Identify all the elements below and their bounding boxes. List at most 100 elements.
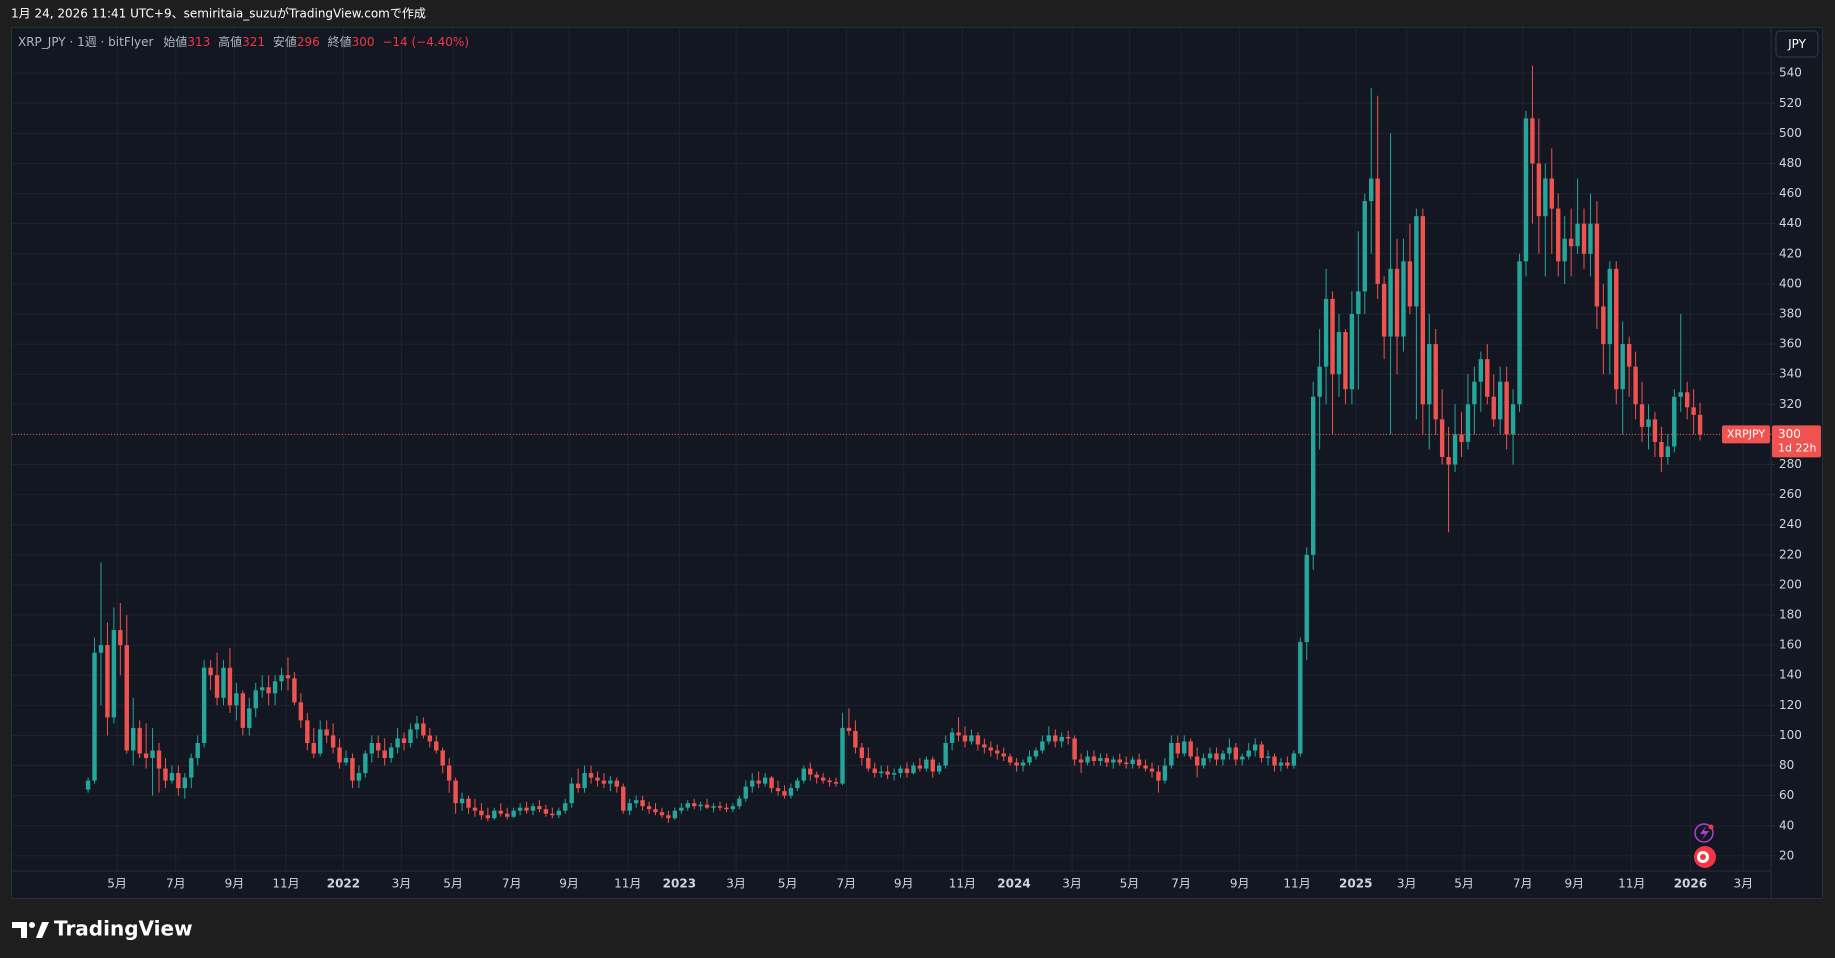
- candle-body: [878, 771, 884, 774]
- x-tick-label: 7月: [166, 877, 186, 891]
- candle: [1614, 261, 1619, 405]
- candle-body: [176, 773, 181, 789]
- candle: [1085, 750, 1090, 766]
- candle-body: [582, 773, 587, 789]
- candle: [369, 735, 374, 763]
- candle: [1607, 261, 1613, 375]
- candle-body: [150, 750, 155, 759]
- candle-body: [1027, 756, 1032, 763]
- candle: [1601, 283, 1606, 375]
- candle-body: [1014, 762, 1019, 766]
- candle: [1556, 193, 1561, 277]
- candle-body: [472, 807, 478, 811]
- x-tick-label: 5月: [778, 877, 798, 891]
- candle: [608, 776, 613, 792]
- candle: [1156, 765, 1161, 793]
- lightning-icon[interactable]: [1694, 823, 1714, 843]
- x-tick-label: 3月: [392, 877, 412, 891]
- candle-body: [691, 803, 697, 807]
- x-tick-label: 3月: [1062, 877, 1082, 891]
- candle: [1259, 741, 1264, 763]
- low-label: 安値: [273, 34, 297, 49]
- x-tick-label: 7月: [1513, 877, 1533, 891]
- candle-body: [279, 675, 284, 682]
- candle-body: [1427, 344, 1432, 405]
- candle: [1053, 729, 1058, 748]
- candle: [885, 765, 890, 780]
- x-tick-label: 7月: [837, 877, 857, 891]
- candle-body: [421, 723, 426, 736]
- y-tick-label: 360: [1779, 337, 1802, 351]
- candle: [924, 756, 929, 772]
- candle-body: [105, 645, 110, 718]
- candle: [427, 727, 433, 748]
- candle-body: [1233, 747, 1239, 760]
- low-value: 296: [297, 35, 320, 49]
- candle: [266, 675, 271, 706]
- candle: [646, 801, 652, 814]
- candle: [1478, 351, 1484, 412]
- candle: [1117, 753, 1122, 766]
- candle-body: [724, 807, 729, 810]
- candle: [756, 771, 761, 789]
- y-tick-label: 60: [1779, 788, 1794, 802]
- candle-body: [1330, 298, 1335, 375]
- candle-body: [930, 759, 935, 772]
- candle-body: [195, 742, 200, 759]
- candle: [1407, 223, 1413, 314]
- candle: [1562, 216, 1567, 284]
- candle-body: [1124, 762, 1129, 765]
- y-tick-label: 380: [1779, 306, 1802, 320]
- candle: [698, 801, 703, 811]
- x-tick-label: 11月: [1618, 877, 1645, 891]
- candle-body: [672, 810, 678, 819]
- candle: [1678, 313, 1683, 412]
- candle-body: [853, 730, 858, 748]
- candle-body: [646, 806, 652, 810]
- candle-body: [446, 765, 452, 781]
- candle: [1298, 637, 1303, 757]
- candle: [1665, 434, 1671, 465]
- candle: [717, 801, 723, 811]
- candle-body: [1336, 332, 1342, 375]
- candle-body: [1343, 332, 1348, 390]
- candle: [1446, 426, 1451, 533]
- candle-body: [1265, 756, 1271, 759]
- x-tick-label: 5月: [107, 877, 127, 891]
- candle-body: [653, 809, 658, 813]
- candle-body: [1452, 434, 1458, 465]
- candle-body: [182, 777, 188, 789]
- candle: [1414, 208, 1419, 420]
- candle-body: [143, 753, 149, 759]
- countdown: 1d 22h: [1778, 441, 1816, 454]
- candle: [1510, 389, 1516, 465]
- candle-body: [1156, 771, 1161, 781]
- x-tick-label: 5月: [1120, 877, 1140, 891]
- candle-body: [1420, 216, 1426, 405]
- symbol-tag-label: XRPJPY: [1727, 427, 1765, 440]
- candle-body: [1414, 216, 1419, 307]
- candle: [388, 742, 394, 763]
- candle: [988, 741, 993, 757]
- candle: [853, 720, 858, 754]
- y-tick-label: 100: [1779, 728, 1802, 742]
- candle-body: [775, 788, 781, 792]
- candle-body: [704, 804, 710, 808]
- candle: [1452, 404, 1458, 473]
- candle: [350, 753, 355, 789]
- currency-button[interactable]: [1775, 30, 1819, 58]
- candle-body: [962, 735, 968, 742]
- candle: [395, 727, 400, 754]
- candle: [434, 735, 439, 754]
- candle-body: [827, 780, 832, 783]
- y-tick-label: 440: [1779, 216, 1802, 230]
- candle-body: [1375, 178, 1380, 284]
- candle-body: [1188, 741, 1193, 757]
- candle: [537, 800, 542, 813]
- x-tick-label: 11月: [1283, 877, 1310, 891]
- candle-body: [943, 742, 948, 766]
- candle-body: [1214, 753, 1219, 760]
- x-tick-label: 9月: [1230, 877, 1250, 891]
- candle: [485, 807, 491, 822]
- candle: [614, 777, 620, 793]
